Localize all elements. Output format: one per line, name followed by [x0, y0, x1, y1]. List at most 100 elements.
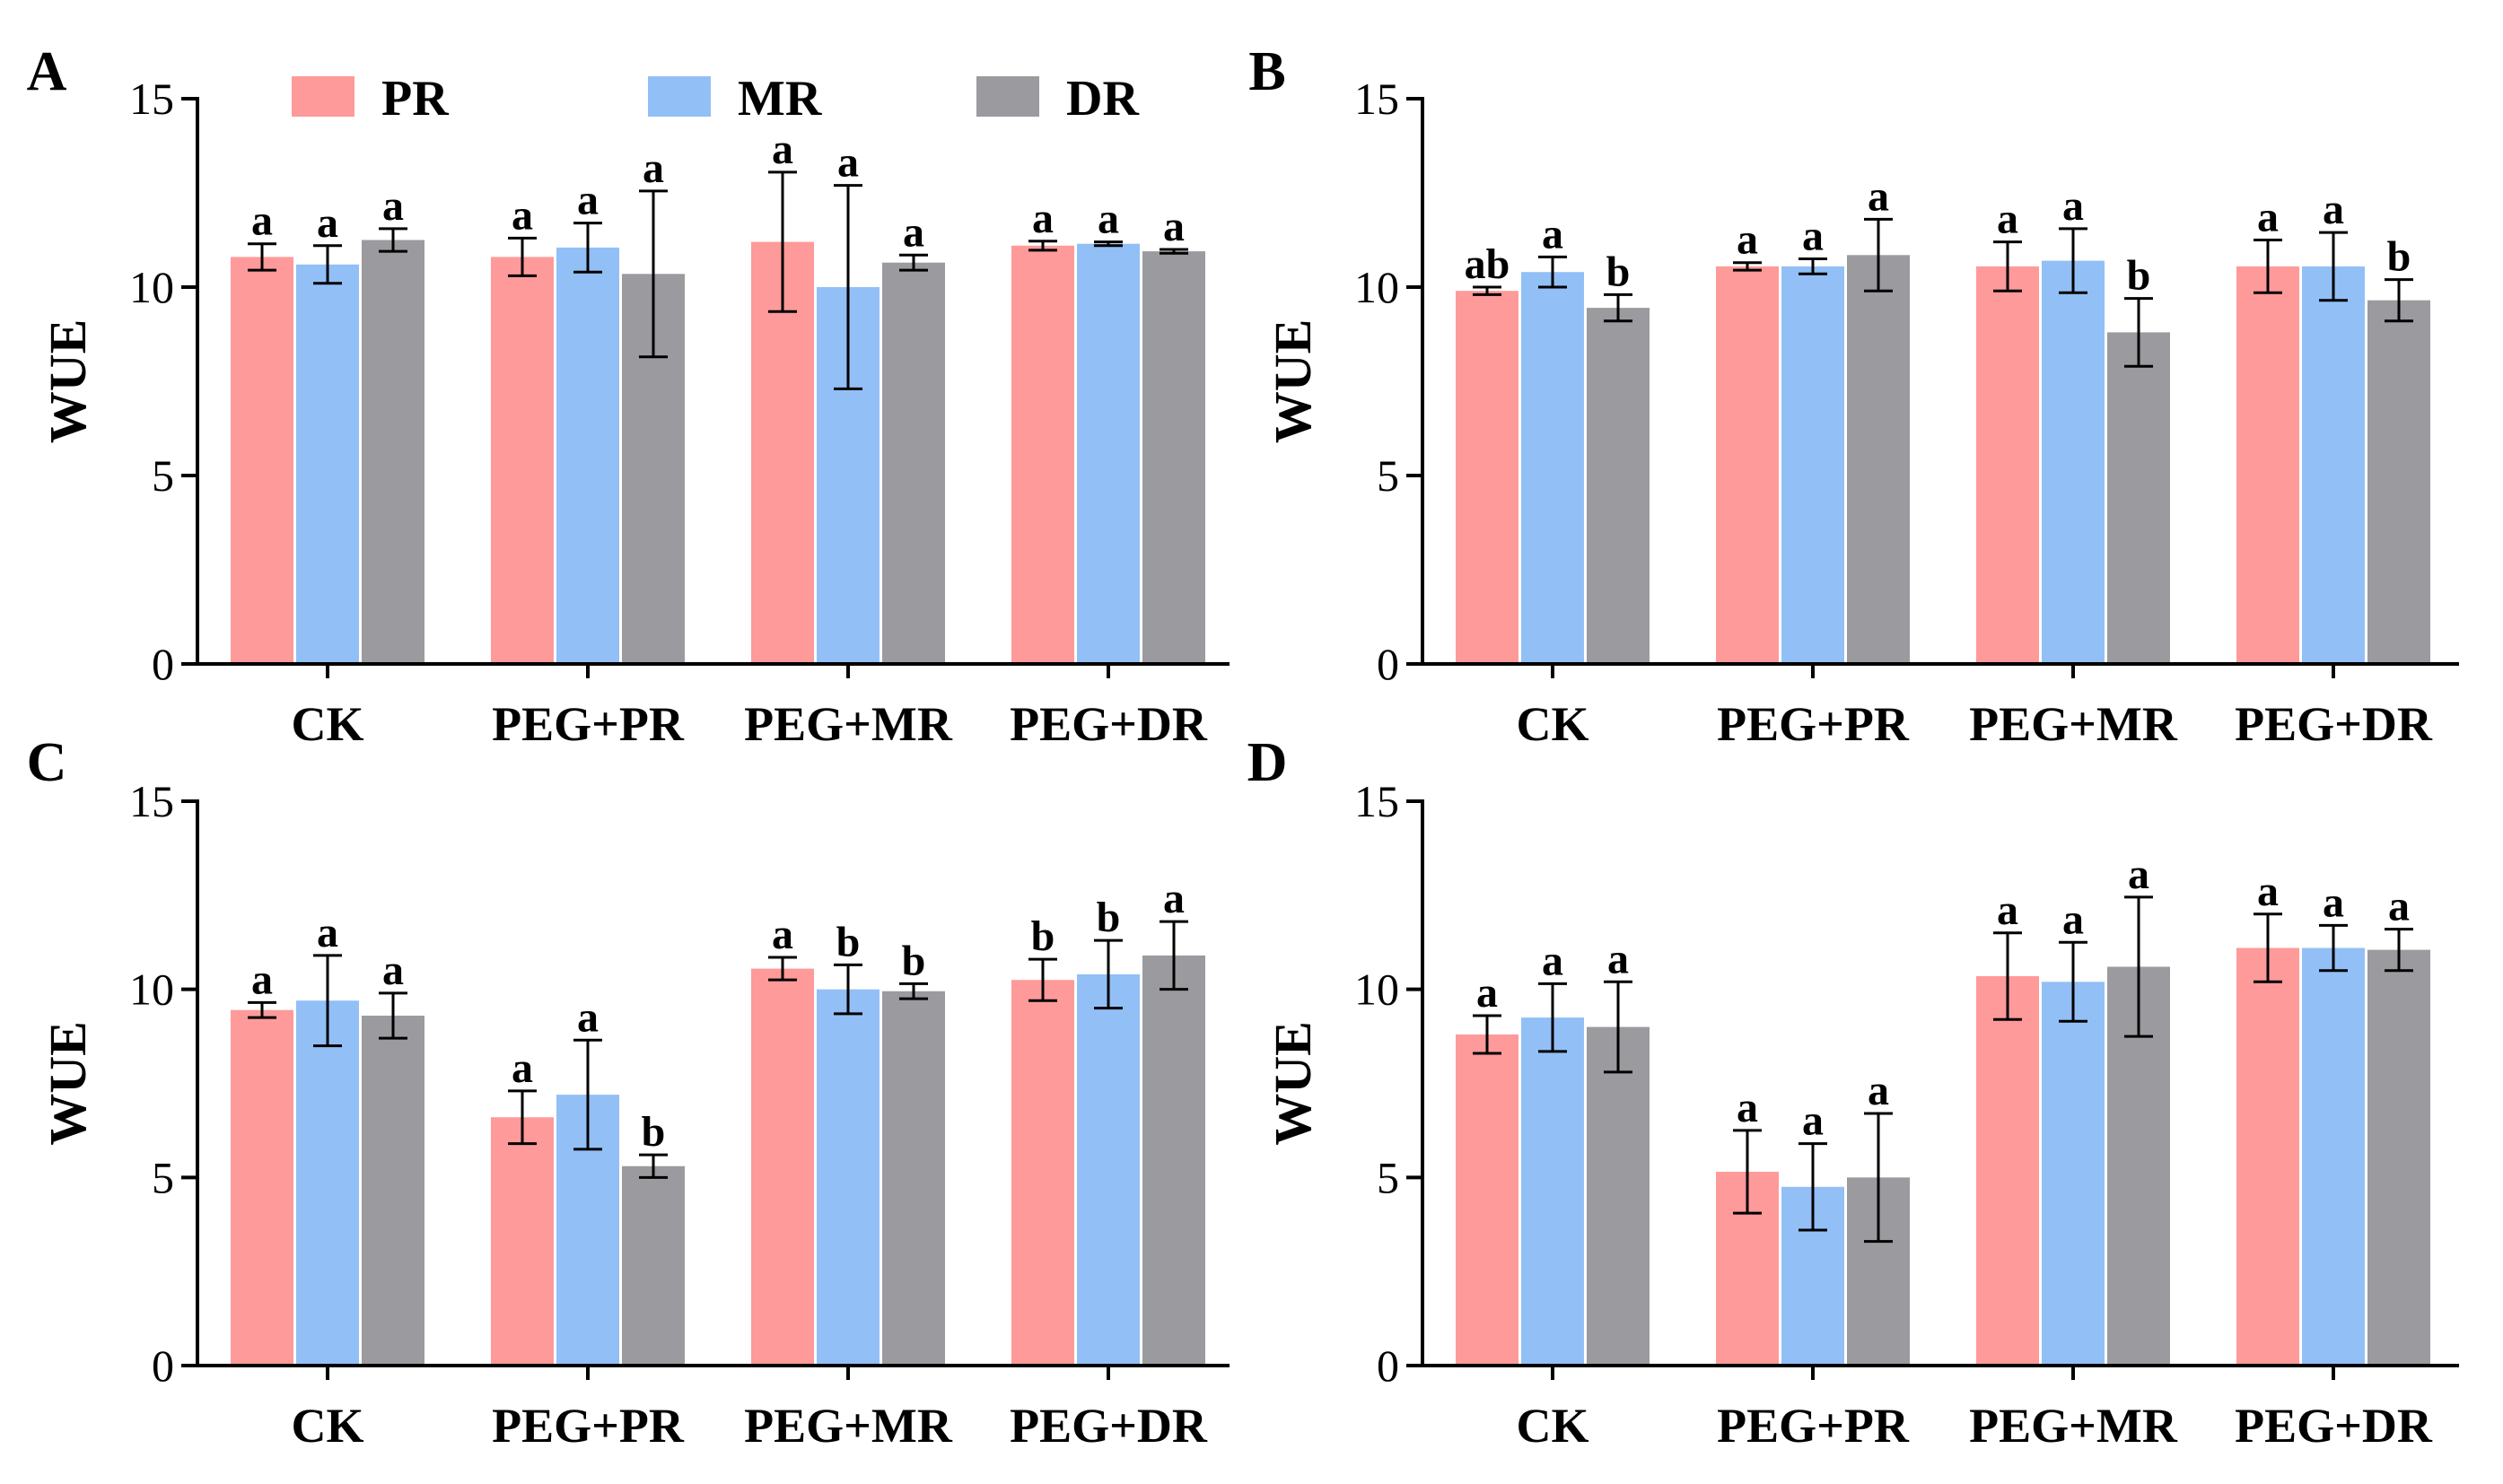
error-bar: [1160, 920, 1188, 991]
bar-pr-peg-dr: [1011, 245, 1074, 664]
bar-mr-peg-mr: [817, 989, 880, 1366]
significance-letter: a: [317, 909, 338, 956]
category-label: PEG+PR: [492, 1399, 685, 1453]
category-label: PEG+PR: [1717, 697, 1910, 751]
significance-letter: a: [772, 911, 793, 958]
error-bar: [1604, 292, 1632, 323]
significance-letter: a: [1997, 196, 2018, 243]
error-bar: [2124, 297, 2153, 368]
bar-pr-peg-pr: [491, 1117, 554, 1366]
error-bar: [1094, 938, 1123, 1010]
error-bar: [899, 253, 928, 272]
category-label: PEG+DR: [1010, 697, 1208, 751]
bar-mr-peg-dr: [2302, 266, 2365, 664]
error-bar: [2319, 923, 2348, 973]
legend-swatch-mr: [648, 76, 711, 117]
y-axis-title: WUE: [1264, 1021, 1322, 1146]
significance-letter: a: [772, 126, 793, 173]
error-bar: [313, 954, 342, 1048]
significance-letter: a: [251, 197, 273, 245]
error-bar: [1798, 1142, 1827, 1232]
error-bar: [1733, 261, 1762, 272]
y-tick-label: 5: [1377, 450, 1399, 501]
y-tick-label: 10: [129, 965, 174, 1015]
category-label: CK: [1517, 697, 1589, 751]
error-bar: [508, 236, 537, 277]
error-bar: [1798, 258, 1827, 275]
significance-letter: a: [1163, 875, 1185, 922]
significance-letter: b: [1097, 894, 1121, 941]
bar-dr-peg-mr: [882, 262, 945, 664]
bar-mr-peg-dr: [2302, 947, 2365, 1366]
significance-letter: a: [1163, 203, 1185, 250]
legend-label-pr: PR: [381, 71, 449, 127]
bar-dr-peg-dr: [1142, 251, 1205, 664]
y-tick-label: 15: [1354, 74, 1399, 124]
significance-letter: a: [1868, 172, 1889, 220]
significance-letter: b: [1606, 248, 1631, 295]
significance-letter: a: [837, 139, 859, 187]
error-bar: [2385, 928, 2413, 973]
category-label: PEG+PR: [492, 697, 685, 751]
category-label: PEG+MR: [744, 697, 953, 751]
y-tick-label: 15: [1354, 776, 1399, 826]
error-bar: [1473, 1014, 1501, 1055]
significance-letter: b: [836, 918, 861, 965]
significance-letter: a: [1032, 195, 1054, 242]
significance-letter: a: [2323, 878, 2344, 926]
significance-letter: a: [1802, 213, 1824, 260]
y-tick-label: 15: [129, 74, 174, 124]
y-tick-label: 0: [1377, 1340, 1399, 1391]
bar-pr-ck: [231, 257, 293, 664]
legend-swatch-dr: [976, 76, 1039, 117]
error-bar: [379, 227, 407, 253]
panel-letter: D: [1247, 732, 1288, 793]
significance-letter: a: [2128, 851, 2149, 898]
significance-letter: a: [2388, 883, 2410, 930]
bar-dr-ck: [1587, 308, 1650, 664]
bar-mr-peg-dr: [1077, 243, 1140, 664]
error-bar: [313, 244, 342, 285]
error-bar: [248, 1000, 276, 1019]
bar-mr-peg-pr: [1781, 266, 1844, 664]
significance-letter: a: [903, 208, 924, 256]
error-bar: [2124, 895, 2153, 1038]
category-label: PEG+DR: [2235, 697, 2433, 751]
bar-mr-peg-mr: [2042, 260, 2105, 664]
error-bar: [2319, 231, 2348, 302]
bar-pr-peg-pr: [1716, 266, 1779, 664]
significance-letter: a: [382, 947, 404, 994]
significance-letter: a: [2257, 868, 2279, 915]
y-tick-label: 5: [152, 1152, 174, 1202]
error-bar: [899, 982, 928, 1000]
y-tick-label: 0: [1377, 639, 1399, 689]
significance-letter: b: [1031, 912, 1055, 960]
category-label: PEG+DR: [2235, 1399, 2433, 1453]
panel-letter: A: [27, 41, 67, 102]
significance-letter: a: [577, 177, 599, 224]
bar-pr-ck: [231, 1009, 293, 1366]
category-label: CK: [1517, 1399, 1589, 1453]
error-bar: [573, 222, 602, 274]
error-bar: [2254, 239, 2282, 294]
error-bar: [1993, 240, 2022, 292]
category-label: PEG+MR: [1969, 1399, 2178, 1453]
category-label: PEG+MR: [744, 1399, 953, 1453]
panel-letter: C: [27, 732, 67, 793]
category-label: CK: [292, 697, 364, 751]
significance-letter: a: [1542, 210, 1563, 258]
error-bar: [1538, 255, 1567, 289]
y-tick-label: 15: [129, 776, 174, 826]
bar-mr-ck: [296, 1000, 359, 1366]
bar-mr-peg-pr: [556, 247, 619, 664]
error-bar: [1604, 980, 1632, 1074]
significance-letter: b: [2127, 252, 2151, 300]
bar-dr-ck: [362, 240, 424, 664]
bar-mr-ck: [1521, 272, 1584, 664]
significance-letter: a: [1737, 1084, 1758, 1131]
bar-pr-peg-pr: [491, 257, 554, 664]
significance-letter: a: [577, 993, 599, 1041]
y-tick-label: 10: [1354, 965, 1399, 1015]
y-tick-label: 5: [152, 450, 174, 501]
